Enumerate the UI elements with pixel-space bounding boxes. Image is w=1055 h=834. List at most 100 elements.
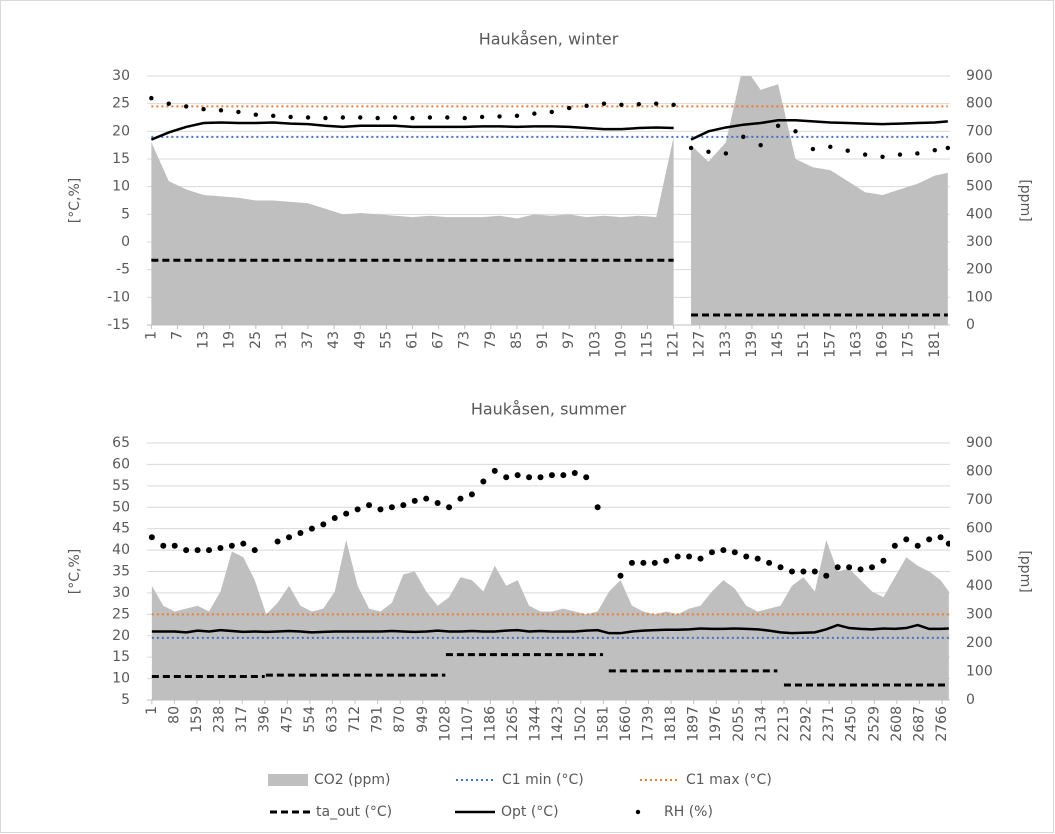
rh-dot — [834, 564, 841, 571]
y-tick-label: 10 — [112, 179, 130, 195]
rh-dot — [445, 115, 450, 120]
x-tick-label: 97 — [561, 331, 577, 349]
x-tick-label: 2687 — [911, 706, 927, 742]
rh-dot — [584, 103, 589, 109]
x-tick-label: 2529 — [866, 706, 882, 742]
rh-dot — [674, 553, 681, 560]
series-line — [150, 119, 948, 141]
x-tick-label: 1028 — [437, 706, 453, 742]
y-axis-title: [°C,%] — [67, 178, 83, 223]
rh-dot — [160, 542, 167, 549]
rh-dot — [651, 559, 658, 566]
rh-dot — [566, 105, 572, 111]
rh-dot — [480, 478, 487, 485]
rh-dot — [857, 566, 864, 573]
y-tick-label: 60 — [112, 456, 130, 472]
rh-dot — [594, 504, 601, 511]
y2-tick-label: 300 — [966, 234, 993, 250]
rh-dot — [788, 568, 795, 575]
legend-label: C1 min (°C) — [502, 772, 584, 788]
y2-tick-label: 200 — [966, 262, 993, 278]
rh-dot — [914, 542, 921, 549]
y-tick-label: 0 — [121, 234, 130, 250]
y-tick-label: -10 — [107, 289, 130, 305]
rh-dot — [149, 95, 154, 101]
rh-dot — [708, 549, 715, 556]
y2-tick-label: 700 — [966, 123, 993, 139]
x-tick-label: 73 — [457, 331, 473, 349]
rh-dot — [434, 499, 441, 506]
rh-dot — [601, 101, 607, 106]
x-tick-label: 7 — [169, 331, 185, 340]
rh-dot — [228, 542, 235, 549]
rh-dot — [686, 553, 693, 560]
x-tick-label: 151 — [796, 331, 812, 358]
rh-dot — [640, 559, 647, 566]
x-tick-label: 2055 — [731, 706, 747, 742]
rh-dot — [891, 542, 898, 549]
y2-tick-label: 200 — [966, 635, 993, 651]
y2-axis-title: [ppm] — [1017, 179, 1033, 221]
rh-dot — [377, 506, 384, 513]
rh-dot — [457, 495, 464, 502]
rh-dot — [400, 502, 407, 509]
y2-tick-label: 600 — [966, 521, 993, 537]
plot-area — [149, 76, 950, 325]
rh-dot — [479, 114, 485, 120]
x-tick-label: 133 — [718, 331, 734, 358]
rh-dot — [358, 115, 363, 120]
x-tick-label: 37 — [300, 331, 316, 349]
y2-tick-label: 800 — [966, 96, 993, 112]
rh-dot — [218, 108, 224, 113]
rh-dot — [308, 525, 315, 532]
x-tick-label: 109 — [613, 331, 629, 358]
y2-tick-label: 400 — [966, 578, 993, 594]
y2-tick-label: 800 — [966, 464, 993, 480]
y-tick-label: 30 — [112, 68, 130, 84]
y2-tick-label: 0 — [966, 317, 975, 333]
rh-dot — [915, 151, 920, 156]
rh-dot — [810, 146, 816, 152]
x-tick-label: 25 — [248, 331, 264, 349]
rh-dot — [945, 145, 950, 151]
x-tick-label: 139 — [744, 331, 760, 358]
x-tick-label: 1581 — [595, 706, 611, 742]
x-tick-label: 2608 — [889, 706, 905, 742]
legend-swatch — [268, 774, 308, 786]
y-tick-label: 15 — [112, 649, 130, 665]
x-tick-label: 870 — [392, 706, 408, 733]
legend-label: CO2 (ppm) — [314, 772, 391, 788]
y-tick-label: 15 — [112, 151, 130, 167]
legend-label: C1 max (°C) — [686, 772, 772, 788]
rh-dot — [240, 540, 247, 547]
rh-dot — [671, 102, 676, 107]
rh-dot — [880, 154, 885, 159]
x-tick-label: 31 — [274, 331, 290, 349]
rh-dot — [654, 101, 659, 106]
x-tick-label: 2134 — [753, 706, 769, 742]
legend-swatch — [635, 809, 641, 815]
rh-dot — [706, 149, 711, 155]
x-tick-label: 1 — [144, 706, 160, 715]
rh-dot — [148, 534, 155, 541]
rh-dot — [932, 147, 937, 153]
rh-dot — [497, 114, 502, 119]
rh-dot — [410, 115, 415, 121]
rh-dot — [731, 549, 738, 556]
chart-title: Haukåsen, summer — [471, 400, 627, 419]
series-line — [151, 258, 948, 317]
rh-dot — [375, 115, 380, 121]
rh-dot — [462, 115, 467, 121]
y2-tick-label: 400 — [966, 206, 993, 222]
y2-tick-label: 500 — [966, 549, 993, 565]
rh-dot — [945, 540, 950, 547]
rh-dot — [514, 113, 520, 119]
x-tick-label: 121 — [666, 331, 682, 358]
y2-tick-label: 900 — [966, 435, 993, 451]
y-tick-label: 35 — [112, 564, 130, 580]
rh-dot — [628, 559, 635, 566]
rh-dot — [754, 555, 761, 562]
rh-dot — [171, 542, 178, 549]
x-tick-label: 91 — [535, 331, 551, 349]
rh-dot — [343, 510, 350, 517]
